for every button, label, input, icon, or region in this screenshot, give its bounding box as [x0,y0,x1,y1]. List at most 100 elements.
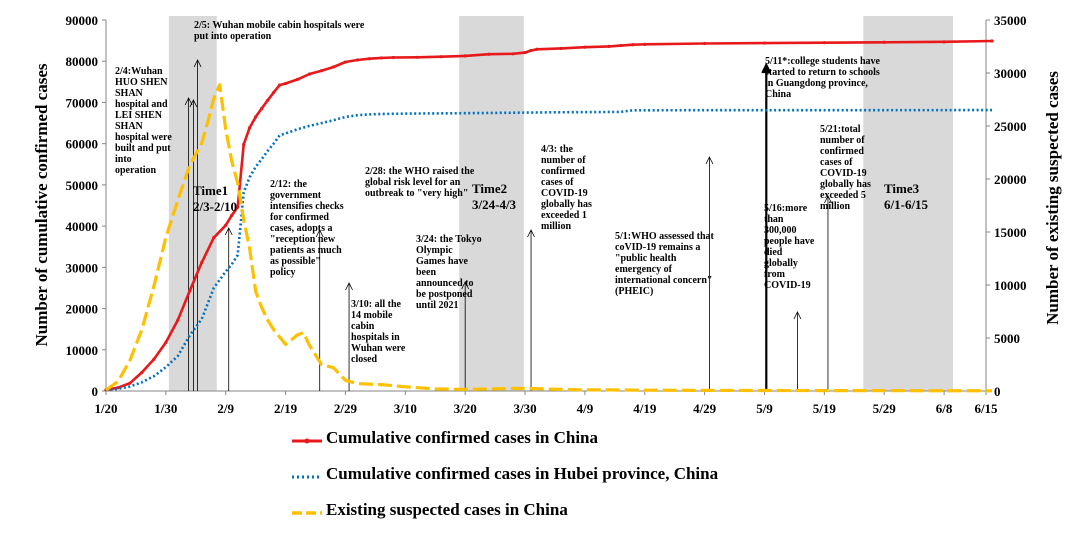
series-1-point [990,39,994,43]
series-1-point [307,72,312,76]
series-lines [104,39,994,393]
y-axis-left-label: Number of cumulative confirmed cases [32,63,51,346]
y-left-tick-label: 10000 [66,343,99,358]
x-tick-label: 2/19 [274,401,298,416]
legend-label-china: Cumulative confirmed cases in China [326,428,598,447]
series-1-point [278,83,282,87]
annotation-2-28: 2/28: the WHO raised the global risk lev… [365,166,475,199]
annotation-arrow-head [193,59,202,68]
series-1-point [140,370,144,375]
y-left-tick-label: 70000 [66,95,99,110]
y-left-tick-label: 30000 [66,260,99,275]
y-left-tick-label: 50000 [66,178,99,193]
x-tick-label: 1/20 [94,401,117,416]
series-1-point [355,58,360,62]
series-1-point [152,357,156,361]
series-1-point [529,48,533,53]
x-tick-label: 5/9 [756,401,773,416]
series-1-point [164,340,168,344]
legend-swatch-china [292,438,322,444]
annotation-2-12: 2/12: the government intensifies checks … [270,179,344,278]
annotation-arrow-head [224,227,233,236]
annotation-5-1: 5/1:WHO assessed that coVID-19 remains a… [615,231,714,297]
series-1-point [463,54,467,58]
annotation-5-11: 5/11*:college students have started to r… [765,56,880,100]
series-1-point [379,56,383,60]
x-tick-label: 2/29 [334,401,358,416]
x-tick-label: 4/9 [577,401,594,416]
series-1-point [882,40,886,44]
annotation-5-16: 5/16:more than 300,000 people have died … [764,203,815,291]
x-tick-label: 3/20 [454,401,477,416]
series-1-point [942,40,946,44]
y-left-tick-label: 60000 [66,137,99,152]
y-right-tick-label: 15000 [994,225,1027,240]
y-left-tick-label: 40000 [66,219,99,234]
series-1-point [391,55,395,60]
annotation-arrow-head [527,229,535,238]
x-tick-label: 6/15 [974,401,998,416]
annotation-3-10: 3/10: all the 14 mobile cabin hospitals … [351,299,406,365]
series-1-point [212,236,216,240]
annotation-3-24: 3/24: the Tokyo Olympic Games have been … [416,234,482,311]
series-1-point [343,60,348,64]
series-1-point [248,125,252,130]
y-left-tick-label: 80000 [66,54,99,69]
x-tick-label: 3/30 [513,401,536,416]
series-1-point [260,107,264,111]
series-1-point [822,41,826,45]
y-left-tick-label: 20000 [66,302,99,317]
annotation-arrow-head [189,99,198,108]
period-label-time2: Time2 3/24-4/3 [472,181,517,212]
annotation-2-4: 2/4:Wuhan HUO SHEN SHAN hospital and LEI… [115,66,172,176]
series-1-point [224,223,228,227]
series-1-point [242,142,246,147]
annotation-5-21: 5/21:total number of confirmed cases of … [820,124,871,212]
annotation-arrow-head [793,311,802,320]
series-1-point [319,69,324,73]
x-tick-label: 1/30 [154,401,177,416]
y-right-tick-label: 0 [994,384,1001,399]
series-1-point [272,90,276,95]
x-tick-label: 5/29 [873,401,897,416]
series-1-point [762,41,767,45]
series-1-point [703,41,707,46]
series-1-point [631,43,635,47]
series-1-point [116,386,120,390]
legend-swatch-hubei [292,475,322,479]
series-1-point [607,44,611,48]
legend-swatch-suspected [292,511,322,515]
series-1-point [283,81,288,86]
x-tick-label: 4/19 [633,401,657,416]
series-1-point [367,57,372,61]
y-left-tick-label: 0 [92,384,99,399]
x-tick-label: 6/8 [936,401,953,416]
shaded-periods [168,16,954,391]
legend-label-hubei: Cumulative confirmed cases in Hubei prov… [326,464,719,483]
y-right-tick-label: 25000 [994,119,1027,134]
series-1-point [535,47,539,51]
annotation-arrow-head [345,282,353,291]
shade-period-3 [863,16,954,391]
series-1-point [236,205,240,209]
series-1-point [331,65,336,69]
series-1-point [511,52,515,56]
series-1-point [230,213,234,217]
legend-label-suspected: Existing suspected cases in China [326,500,568,519]
x-tick-label: 4/29 [693,401,717,416]
series-1-point [439,55,443,59]
series-1-point [583,45,587,49]
y-right-tick-label: 30000 [994,66,1027,81]
series-1-point [415,55,419,59]
annotation-arrow-head [761,62,772,74]
series-line-2 [105,108,993,392]
period-label-time1: Time1 2/3-2/10 [193,183,238,214]
period-label-time3: Time3 6/1-6/15 [884,181,929,212]
series-1-point [619,43,623,48]
series-1-point [254,115,258,119]
series-1-point [188,289,192,293]
annotation-2-5: 2/5: Wuhan mobile cabin hospitals were p… [194,20,365,42]
y-right-tick-label: 35000 [994,13,1027,28]
series-line-3 [105,83,993,393]
